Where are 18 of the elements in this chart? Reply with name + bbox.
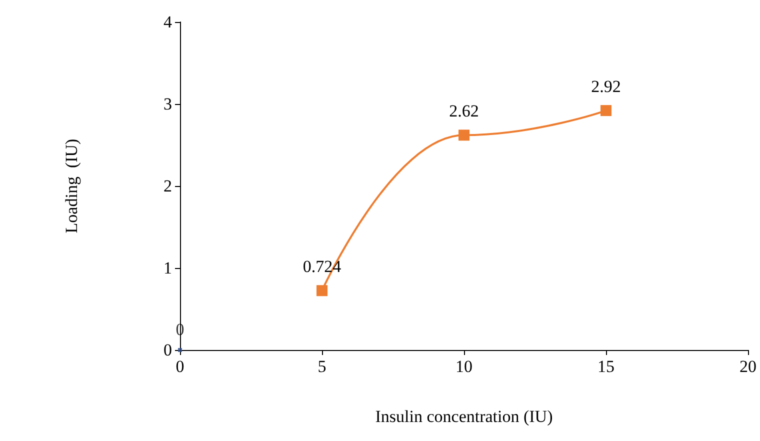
y-axis-title: Loading (IU) bbox=[62, 138, 81, 234]
y-tick-label: 3 bbox=[164, 94, 172, 114]
x-tick-label: 10 bbox=[456, 357, 472, 376]
x-tick-label: 0 bbox=[176, 357, 184, 376]
y-tick-label: 4 bbox=[164, 12, 172, 32]
x-tick-label: 15 bbox=[598, 357, 614, 376]
x-tick-label: 20 bbox=[740, 357, 756, 376]
point bbox=[316, 285, 328, 296]
data-label: 2.92 bbox=[591, 77, 621, 96]
point bbox=[458, 130, 470, 141]
point bbox=[178, 348, 182, 352]
y-tick-label: 1 bbox=[164, 258, 172, 278]
point bbox=[600, 105, 612, 116]
x-axis-title: Insulin concentration (IU) bbox=[375, 407, 553, 426]
data-label: 2.62 bbox=[449, 102, 479, 121]
y-tick-label: 0 bbox=[164, 340, 172, 360]
x-tick-label: 5 bbox=[318, 357, 326, 376]
y-tick-label: 2 bbox=[164, 176, 172, 196]
